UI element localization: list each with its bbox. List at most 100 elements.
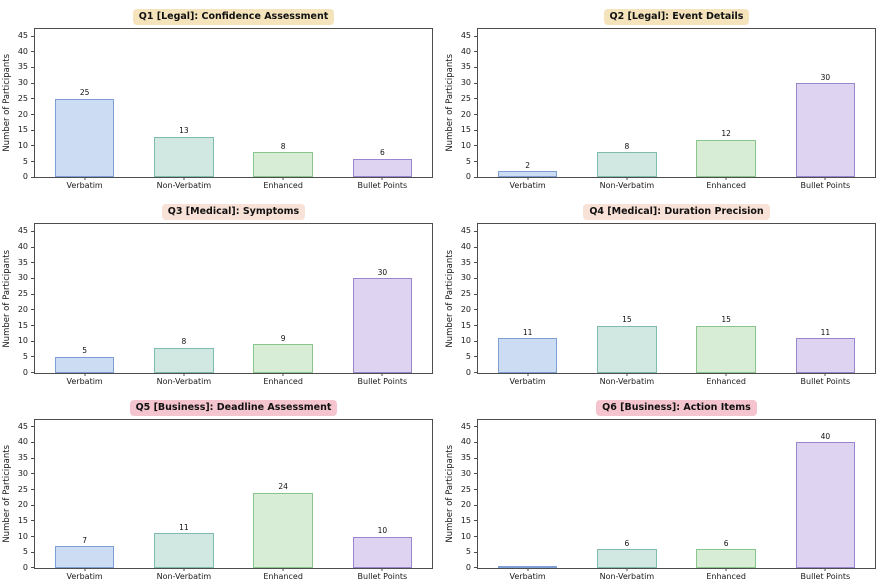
y-tick-label: 5 [465,156,471,166]
y-tick-mark [474,82,478,84]
y-tick-label: 20 [17,304,28,314]
y-tick-label: 0 [22,562,28,572]
bar-bullet-points [352,158,413,178]
subplot-title-row: Q1 [Legal]: Confidence Assessment [34,4,433,25]
y-tick-mark [31,551,35,553]
y-axis-label-wrap: Number of Participants [0,28,13,178]
y-tick-label: 40 [460,242,471,252]
y-tick-mark [474,66,478,68]
y-axis-label: Number of Participants [444,54,455,152]
y-tick-mark [31,520,35,522]
y-tick-mark [31,66,35,68]
bar-non-verbatim [154,347,214,373]
y-axis-label: Number of Participants [1,249,12,348]
axes-q6: 0 5 10 15 20 25 30 35 40 45 Verbatim 6 Non-Verbatim 6… [461,418,876,580]
subplot-q6: Q6 [Business]: Action Items Number of Par… [443,391,886,586]
y-tick-mark [474,567,478,569]
y-tick-label: 45 [17,226,28,236]
y-axis-label: Number of Participants [1,54,12,152]
y-tick-label: 5 [22,351,28,361]
bar-value-label: 30 [820,72,831,82]
y-tick-label: 5 [22,547,28,557]
subplot-title: Q4 [Medical]: Duration Precision [583,204,770,221]
bar-bullet-points [795,442,856,568]
subplot-title: Q3 [Medical]: Symptoms [161,204,306,221]
y-tick-label: 25 [17,484,28,494]
y-tick-label: 25 [460,289,471,299]
x-tick-mark [527,372,529,376]
x-tick-mark [725,567,727,571]
bar-value-label: 30 [377,267,388,277]
y-tick-label: 15 [17,125,28,135]
bar-value-label: 10 [377,526,388,536]
y-tick-label: 10 [460,531,471,541]
y-tick-label: 10 [17,531,28,541]
x-tick-label: Enhanced [706,571,746,581]
x-tick-mark [282,372,284,376]
axes-q3: 0 5 10 15 20 25 30 35 40 45 5 Verbatim 8 Non-Verbatim… [18,223,433,385]
y-tick-mark [31,309,35,311]
y-axis-label-wrap: Number of Participants [443,28,456,178]
x-tick-mark [282,567,284,571]
x-tick-mark [183,177,185,181]
x-tick-mark [84,372,86,376]
y-tick-mark [474,114,478,116]
y-tick-label: 0 [465,367,471,377]
bar-value-label: 6 [723,538,729,548]
y-tick-mark [474,176,478,178]
x-tick-mark [725,177,727,181]
x-tick-label: Enhanced [706,181,746,191]
y-tick-mark [474,98,478,100]
y-tick-mark [474,441,478,443]
x-tick-mark [183,372,185,376]
x-tick-label: Enhanced [263,571,303,581]
y-tick-mark [474,325,478,327]
y-tick-mark [474,356,478,358]
subplot-title-row: Q3 [Medical]: Symptoms [34,199,433,221]
y-tick-label: 45 [460,421,471,431]
y-tick-label: 30 [17,468,28,478]
y-tick-mark [474,457,478,459]
y-tick-label: 40 [17,46,28,56]
y-tick-mark [31,129,35,131]
y-tick-mark [31,230,35,232]
x-tick-label: Bullet Points [800,181,851,191]
y-tick-mark [31,426,35,428]
y-tick-mark [31,114,35,116]
y-tick-label: 40 [460,437,471,447]
axes-q2: 0 5 10 15 20 25 30 35 40 45 2 Verbatim 8 Non-Verbatim… [461,28,876,190]
y-tick-mark [474,551,478,553]
bar-enhanced [696,139,756,178]
y-tick-label: 20 [17,500,28,510]
y-tick-mark [31,325,35,327]
x-tick-mark [626,177,628,181]
y-tick-mark [474,277,478,279]
y-tick-mark [474,372,478,374]
x-tick-label: Non-Verbatim [599,376,655,386]
bar-value-label: 15 [622,315,632,325]
y-tick-mark [31,98,35,100]
y-tick-label: 15 [460,320,471,330]
y-tick-label: 30 [460,273,471,283]
y-tick-label: 15 [460,125,471,135]
y-tick-mark [31,340,35,342]
y-tick-mark [31,277,35,279]
y-tick-mark [31,504,35,506]
bar-enhanced [253,492,313,568]
y-tick-label: 45 [460,31,471,41]
y-tick-mark [31,161,35,163]
y-axis-label: Number of Participants [444,444,455,543]
axes-q5: 0 5 10 15 20 25 30 35 40 45 7 Verbatim 11 Non-Verbati… [18,418,433,580]
bar-non-verbatim [154,136,214,178]
y-tick-mark [474,520,478,522]
y-axis-label: Number of Participants [444,249,455,348]
bar-bullet-points [352,536,413,568]
bar-value-label: 24 [278,482,288,492]
subplot-title-row: Q4 [Medical]: Duration Precision [477,199,876,221]
bar-value-label: 12 [721,129,731,139]
x-tick-label: Bullet Points [800,376,851,386]
x-tick-mark [824,372,826,376]
y-tick-label: 5 [465,547,471,557]
bar-verbatim [54,98,115,178]
x-tick-mark [527,567,529,571]
